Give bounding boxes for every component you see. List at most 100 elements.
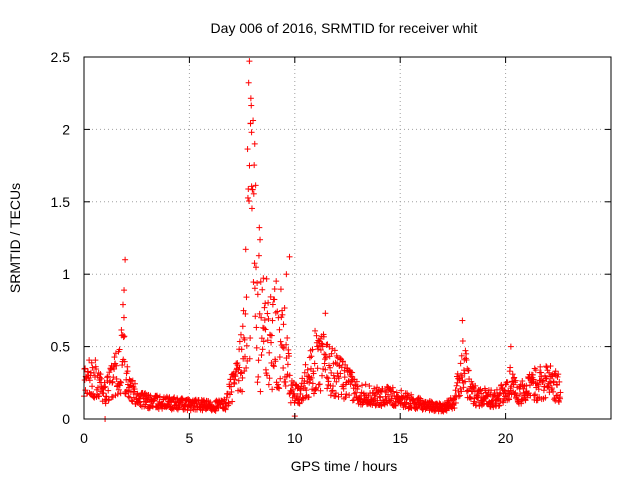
data-point [542,394,549,401]
data-point [102,400,109,407]
data-point [328,369,335,376]
data-point [305,394,312,401]
data-point [243,294,250,301]
data-point [455,393,462,400]
data-point [308,353,315,360]
data-point [342,394,349,401]
data-point [331,347,338,354]
data-point [507,343,514,350]
data-point [261,325,268,332]
data-point [493,386,500,393]
data-point [462,347,469,354]
data-point [116,346,123,353]
data-point [235,377,242,384]
data-point [365,392,372,399]
data-point [450,400,457,407]
data-point [526,382,533,389]
data-point [257,388,264,395]
data-point [544,383,551,390]
data-point [451,405,458,412]
data-point [280,345,287,352]
grid-lines [84,57,611,419]
data-point [228,388,235,395]
data-point [456,376,463,383]
data-point [322,366,329,373]
data-point [264,337,271,344]
data-point [262,300,269,307]
data-point [242,310,249,317]
data-point [276,354,283,361]
data-point [270,362,277,369]
data-point [248,129,255,136]
data-point [302,361,309,368]
data-point [555,398,562,405]
data-point [286,253,293,260]
data-point [286,353,293,360]
data-point [543,364,550,371]
data-point [512,377,519,384]
data-point [542,375,549,382]
data-point [242,353,249,360]
data-point [382,387,389,394]
data-point [517,391,524,398]
data-point [266,375,273,382]
y-tick-label: 0.5 [51,339,71,355]
data-point [92,357,99,364]
data-point [550,378,557,385]
data-point [317,335,324,342]
y-axis-label: SRMTID / TECUs [7,183,23,293]
data-point [377,394,384,401]
data-point [294,392,301,399]
data-point [271,296,278,303]
chart-title: Day 006 of 2016, SRMTID for receiver whi… [211,20,478,36]
data-point [96,374,103,381]
data-point [237,370,244,377]
data-point [258,314,265,321]
y-tick-label: 2 [62,121,70,137]
data-point [269,301,276,308]
data-point [338,364,345,371]
data-point [550,388,557,395]
data-point [272,309,279,316]
data-point [545,382,552,389]
data-point [181,406,188,413]
data-point [258,352,265,359]
data-point [236,364,243,371]
data-point [264,372,271,379]
data-point [115,386,122,393]
data-point [111,365,118,372]
data-point [327,392,334,399]
data-point [129,377,136,384]
data-point [265,315,272,322]
data-point [312,327,319,334]
data-point [506,396,513,403]
data-point [307,376,314,383]
data-point [292,381,299,388]
data-point [511,374,518,381]
data-point [118,326,125,333]
y-axis-ticks: 0 0.5 1 1.5 2 2.5 [51,49,611,427]
data-point [236,338,243,345]
data-point [281,305,288,312]
x-tick-label: 0 [80,430,88,446]
data-point [458,352,465,359]
data-point [532,367,539,374]
data-point [207,399,214,406]
data-point [275,314,282,321]
y-tick-label: 2.5 [51,49,71,65]
data-point [405,392,412,399]
data-point [269,386,276,393]
data-point [274,308,281,315]
data-point [86,377,93,384]
data-point [556,378,563,385]
data-point [509,371,516,378]
data-point [301,369,308,376]
y-tick-label: 0 [62,411,70,427]
data-point [328,350,335,357]
data-point [272,358,279,365]
data-point [273,278,280,285]
data-point [461,370,468,377]
data-point [463,356,470,363]
data-point [408,391,415,398]
data-point [261,304,268,311]
